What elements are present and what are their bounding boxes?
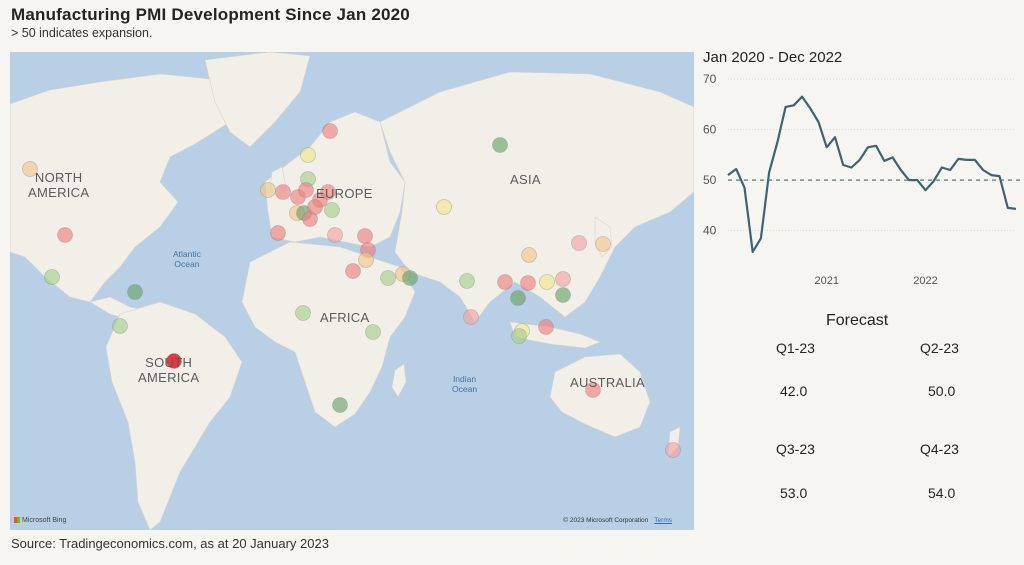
- country-pmi-bubble[interactable]: [324, 202, 340, 218]
- country-pmi-bubble[interactable]: [665, 442, 681, 458]
- country-pmi-bubble[interactable]: [402, 270, 418, 286]
- world-map[interactable]: NORTH AMERICA EUROPE ASIA AFRICA SOUTH AME…: [10, 52, 694, 530]
- microsoft-logo-icon: [14, 517, 20, 523]
- country-pmi-bubble[interactable]: [538, 319, 554, 335]
- australia-land: [549, 353, 651, 438]
- page-subtitle: > 50 indicates expansion.: [11, 26, 153, 40]
- pmi-series-line: [727, 95, 1017, 253]
- africa-land: [241, 241, 416, 428]
- x-tick-label: 2021: [815, 275, 839, 287]
- map-canvas: [10, 52, 694, 530]
- country-pmi-bubble[interactable]: [275, 184, 291, 200]
- country-pmi-bubble[interactable]: [521, 247, 537, 263]
- country-pmi-bubble[interactable]: [511, 328, 527, 344]
- country-pmi-bubble[interactable]: [459, 273, 475, 289]
- forecast-q1-label: Q1-23: [776, 340, 815, 356]
- country-pmi-bubble[interactable]: [510, 290, 526, 306]
- country-pmi-bubble[interactable]: [270, 225, 286, 241]
- forecast-q2-label: Q2-23: [920, 340, 959, 356]
- greenland-land: [204, 52, 311, 148]
- page-title: Manufacturing PMI Development Since Jan …: [11, 5, 410, 24]
- map-attribution: © 2023 Microsoft Corporation Terms: [563, 517, 672, 524]
- country-pmi-bubble[interactable]: [365, 324, 381, 340]
- land-masses: [10, 52, 694, 530]
- country-pmi-bubble[interactable]: [307, 199, 323, 215]
- region-label-australia: AUSTRALIA: [570, 375, 645, 390]
- country-pmi-bubble[interactable]: [585, 382, 601, 398]
- country-pmi-bubble[interactable]: [492, 137, 508, 153]
- source-note: Source: Tradingeconomics.com, as at 20 J…: [11, 536, 329, 551]
- country-pmi-bubble[interactable]: [320, 184, 336, 200]
- forecast-q4-label: Q4-23: [920, 441, 959, 457]
- country-pmi-bubble[interactable]: [260, 182, 276, 198]
- country-pmi-bubble[interactable]: [327, 227, 343, 243]
- region-label-europe: EUROPE: [316, 186, 373, 201]
- forecast-q4-value: 54.0: [928, 485, 956, 501]
- y-tick-label: 40: [703, 224, 717, 238]
- y-gridlines: [728, 78, 1016, 231]
- country-pmi-bubble[interactable]: [298, 182, 314, 198]
- country-pmi-bubble[interactable]: [497, 274, 513, 290]
- country-pmi-bubble[interactable]: [332, 397, 348, 413]
- region-label-africa: AFRICA: [320, 310, 370, 325]
- terms-link[interactable]: Terms: [654, 517, 672, 524]
- attribution-text: © 2023 Microsoft Corporation: [563, 517, 649, 524]
- bing-logo: Microsoft Bing: [14, 517, 66, 524]
- country-pmi-bubble[interactable]: [127, 284, 143, 300]
- country-pmi-bubble[interactable]: [555, 287, 571, 303]
- forecast-title: Forecast: [826, 312, 889, 329]
- pmi-line-chart: 40 50 60 70 2021 2022: [703, 72, 1022, 287]
- forecast-q3-label: Q3-23: [776, 441, 815, 457]
- country-pmi-bubble[interactable]: [555, 271, 571, 287]
- forecast-q3-value: 53.0: [780, 485, 808, 501]
- south-america-land: [105, 301, 243, 530]
- country-pmi-bubble[interactable]: [358, 252, 374, 268]
- region-label-south-america: SOUTH AMERICA: [138, 355, 200, 385]
- ocean-label-atlantic: Atlantic Ocean: [173, 249, 201, 269]
- country-pmi-bubble[interactable]: [345, 263, 361, 279]
- asia-land: [379, 71, 694, 323]
- line-chart-title: Jan 2020 - Dec 2022: [703, 49, 843, 66]
- y-tick-label: 70: [703, 72, 717, 86]
- bing-logo-text: Microsoft Bing: [22, 517, 67, 524]
- country-pmi-bubble[interactable]: [57, 227, 73, 243]
- country-pmi-bubble[interactable]: [463, 309, 479, 325]
- pmi-bubbles: [22, 123, 681, 458]
- country-pmi-bubble[interactable]: [322, 123, 338, 139]
- country-pmi-bubble[interactable]: [22, 161, 38, 177]
- y-tick-label: 50: [703, 173, 717, 187]
- region-label-north-america: NORTH AMERICA: [28, 170, 90, 200]
- x-axis-labels: 2021 2022: [815, 275, 938, 287]
- y-axis-labels: 40 50 60 70: [703, 72, 717, 238]
- country-pmi-bubble[interactable]: [300, 147, 316, 163]
- country-pmi-bubble[interactable]: [44, 269, 60, 285]
- x-tick-label: 2022: [913, 275, 937, 287]
- forecast-q1-value: 42.0: [780, 383, 808, 399]
- country-pmi-bubble[interactable]: [295, 305, 311, 321]
- forecast-q2-value: 50.0: [928, 383, 956, 399]
- country-pmi-bubble[interactable]: [436, 199, 452, 215]
- country-pmi-bubble[interactable]: [595, 236, 611, 252]
- country-pmi-bubble[interactable]: [539, 274, 555, 290]
- region-label-asia: ASIA: [510, 172, 541, 187]
- country-pmi-bubble[interactable]: [357, 228, 373, 244]
- y-tick-label: 60: [703, 123, 717, 137]
- ocean-label-indian: Indian Ocean: [452, 374, 478, 394]
- country-pmi-bubble[interactable]: [112, 318, 128, 334]
- country-pmi-bubble[interactable]: [571, 235, 587, 251]
- country-pmi-bubble[interactable]: [380, 270, 396, 286]
- country-pmi-bubble[interactable]: [520, 275, 536, 291]
- country-pmi-bubble[interactable]: [166, 353, 182, 369]
- madagascar-land: [391, 363, 407, 398]
